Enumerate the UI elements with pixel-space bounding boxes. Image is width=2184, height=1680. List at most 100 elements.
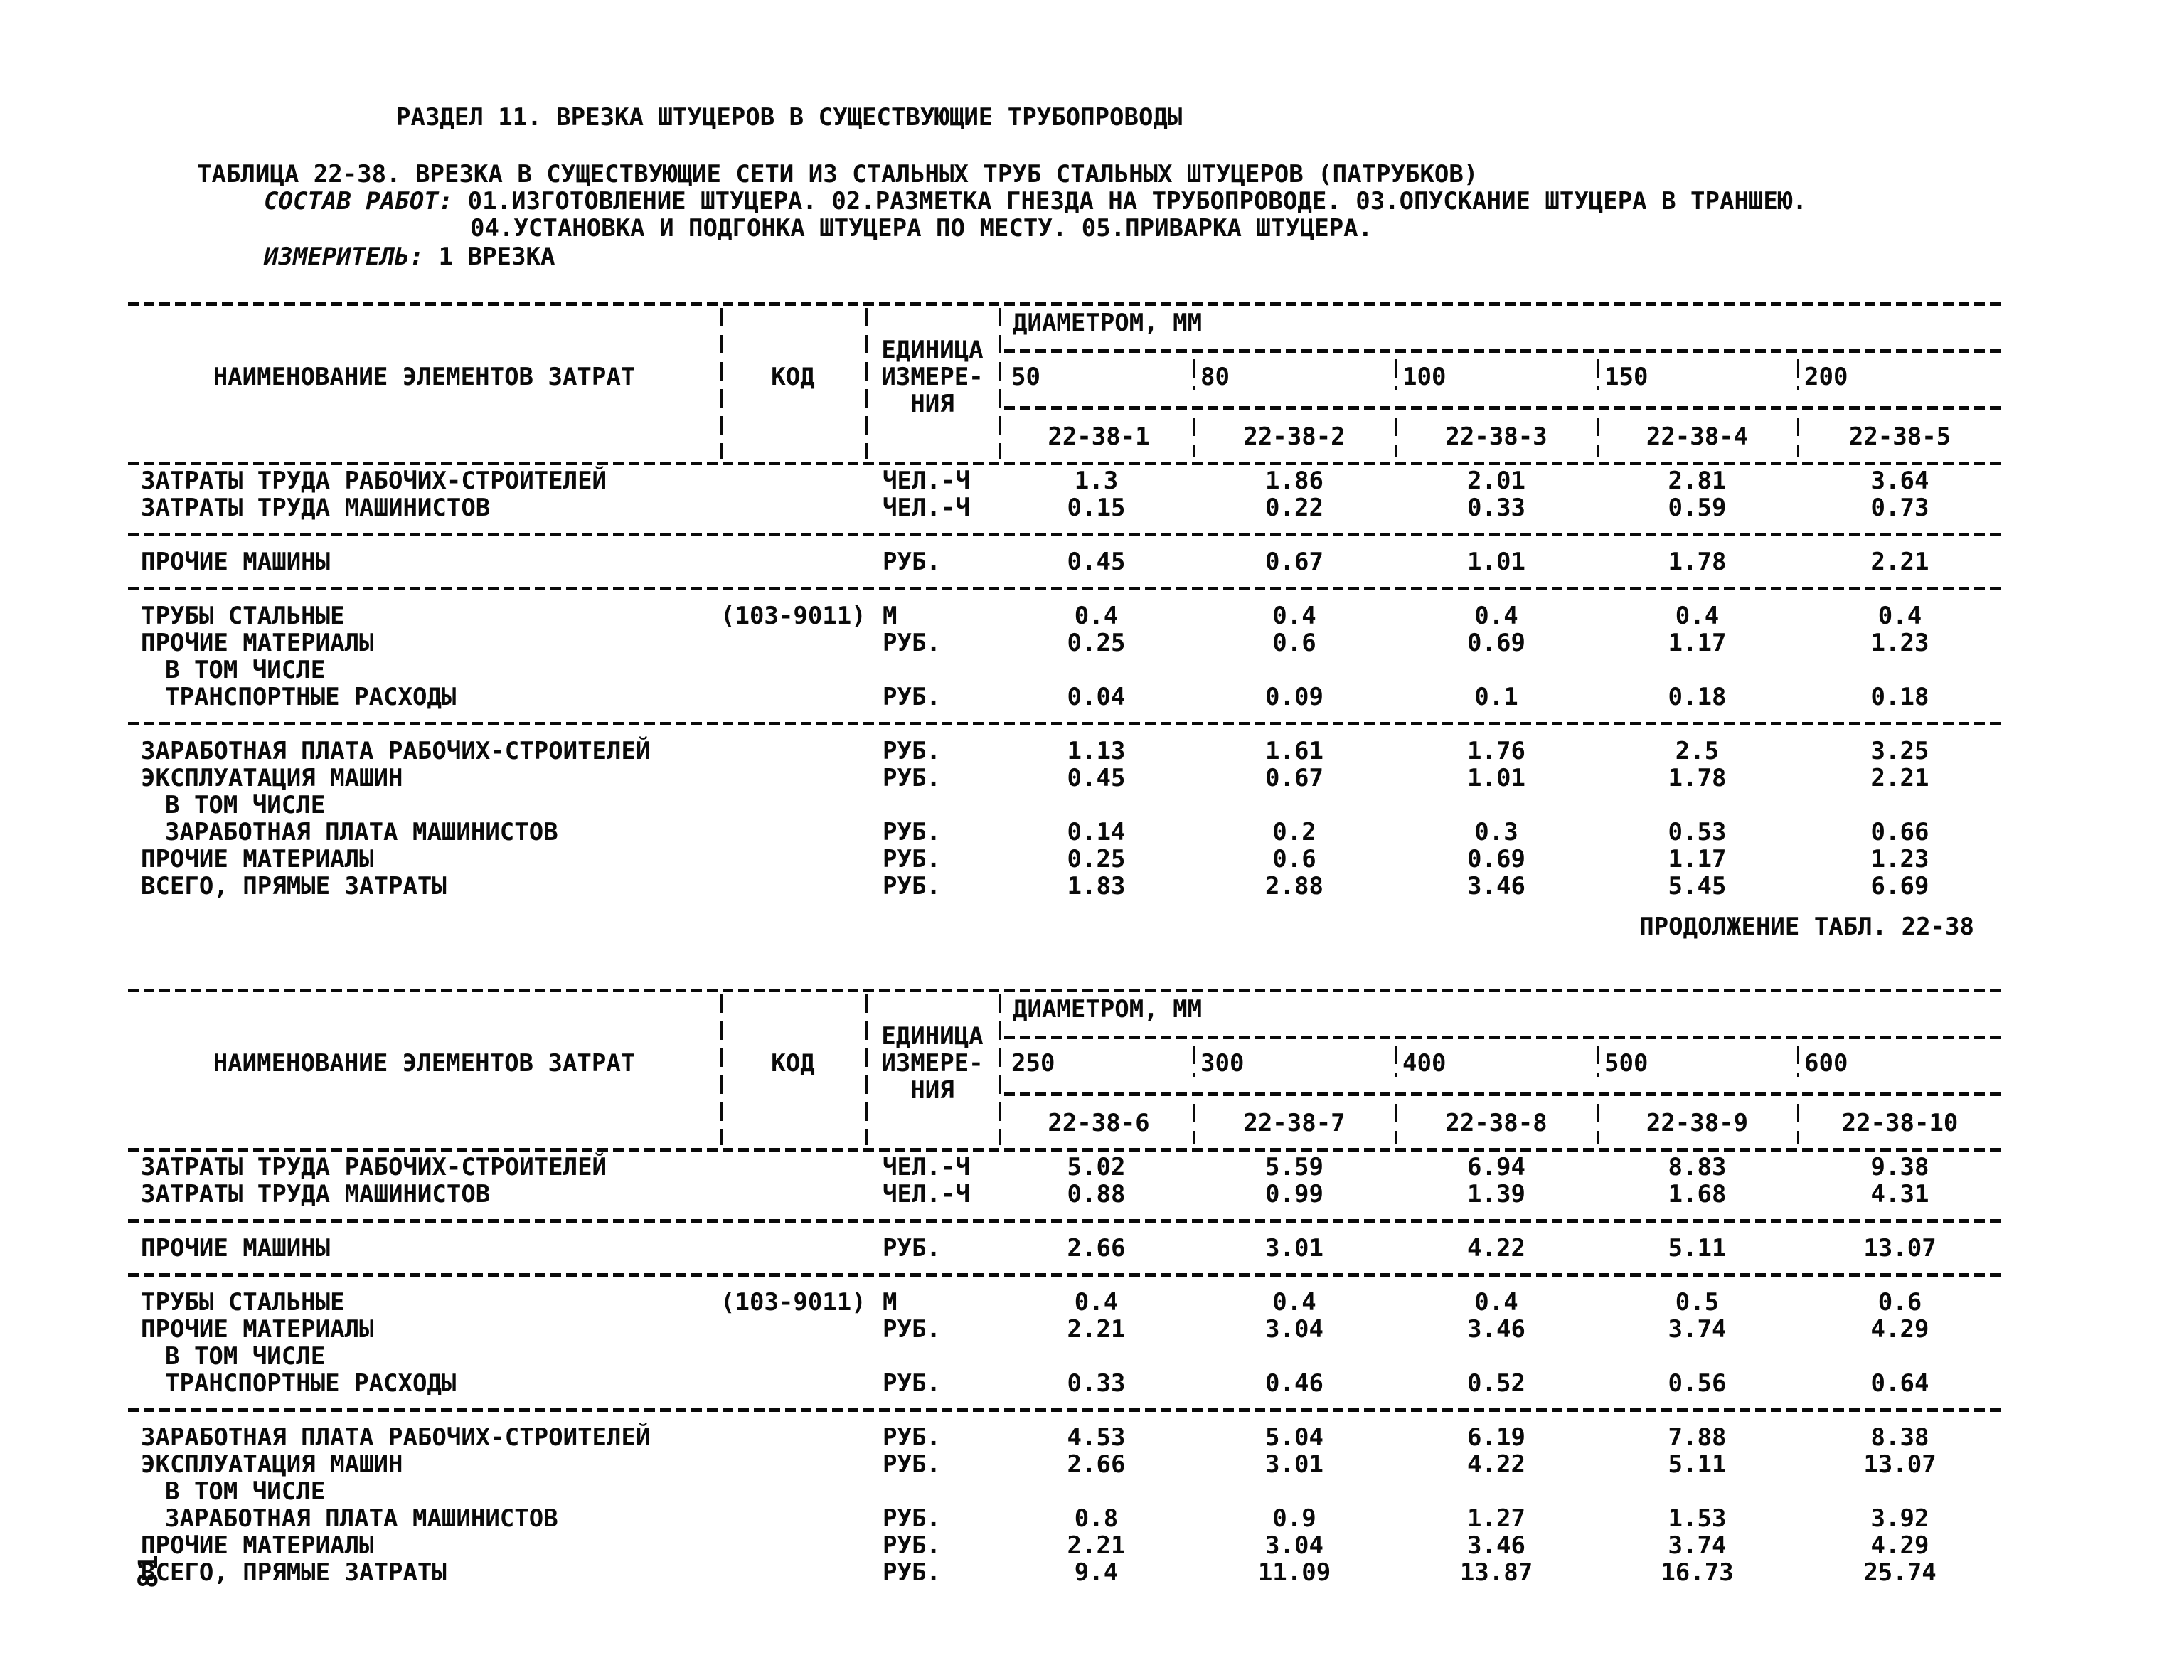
row-value: 3.46 xyxy=(1467,1531,1525,1560)
separator-row xyxy=(128,521,2003,548)
row-name: ТРУБЫ СТАЛЬНЫЕ xyxy=(141,602,345,630)
code-header: КОД xyxy=(771,1049,815,1078)
row-unit: М xyxy=(883,602,897,630)
diameter-divider xyxy=(1797,1046,1799,1077)
code-divider xyxy=(1193,1104,1195,1144)
row-value: 9.38 xyxy=(1870,1153,1929,1181)
row-value: 5.11 xyxy=(1668,1450,1727,1479)
code-divider xyxy=(1797,1104,1799,1144)
works-label: СОСТАВ РАБОТ: xyxy=(264,187,454,216)
row-unit: РУБ. xyxy=(883,818,941,846)
code-divider xyxy=(1797,418,1799,457)
row-value: 1.13 xyxy=(1067,737,1126,765)
row-code xyxy=(720,1154,865,1181)
row-value: 9.4 xyxy=(1074,1558,1119,1587)
row-value xyxy=(1597,1478,1797,1505)
rule-header-bottom xyxy=(128,1148,2003,1152)
row-value: 1.78 xyxy=(1668,764,1727,792)
row-value: 1.23 xyxy=(1870,629,1929,657)
column-divider xyxy=(865,994,868,1145)
row-value: 1.23 xyxy=(1870,845,1929,873)
row-value: 0.2 xyxy=(1272,818,1316,846)
table-22-38-part1: ДИАМЕТРОМ, ММ ЕДИНИЦА НАИМЕНОВАНИЕ ЭЛЕМЕ… xyxy=(128,302,2003,900)
row-value: 8.38 xyxy=(1870,1423,1929,1452)
row-unit: РУБ. xyxy=(883,872,941,900)
row-value: 1.01 xyxy=(1467,548,1525,576)
measure-label: ИЗМЕРИТЕЛЬ: xyxy=(264,243,425,271)
row-value: 0.99 xyxy=(1265,1180,1323,1208)
table-row: ЭКСПЛУАТАЦИЯ МАШИН РУБ. 2.66 3.01 4.22 5… xyxy=(128,1451,2003,1478)
row-value: 5.11 xyxy=(1668,1234,1727,1262)
row-value: 13.87 xyxy=(1459,1558,1533,1587)
row-value: 7.88 xyxy=(1668,1423,1727,1452)
row-code xyxy=(720,873,865,900)
diameter-divider xyxy=(1395,359,1397,390)
row-value: 0.73 xyxy=(1870,494,1929,522)
row-value: 6.69 xyxy=(1870,872,1929,900)
row-value: 0.69 xyxy=(1467,629,1525,657)
row-value: 2.21 xyxy=(1067,1531,1126,1560)
row-value: 0.33 xyxy=(1067,1369,1126,1398)
row-unit: РУБ. xyxy=(883,548,941,576)
table-header: ДИАМЕТРОМ, ММ ЕДИНИЦА НАИМЕНОВАНИЕ ЭЛЕМЕ… xyxy=(128,302,2003,467)
diameter-header: ДИАМЕТРОМ, ММ xyxy=(1013,309,1203,337)
norm-code: 22-38-3 xyxy=(1445,422,1548,451)
row-value: 1.39 xyxy=(1467,1180,1525,1208)
table-row: ПРОЧИЕ МАТЕРИАЛЫ РУБ. 2.21 3.04 3.46 3.7… xyxy=(128,1532,2003,1559)
unit-header-line2: ИЗМЕРЕ- xyxy=(881,1049,984,1078)
diameter-value: 200 xyxy=(1804,363,1848,391)
diameter-value: 100 xyxy=(1402,363,1447,391)
rule-header-bottom xyxy=(128,462,2003,465)
row-unit: ЧЕЛ.-Ч xyxy=(883,1180,970,1208)
table-row: ТРАНСПОРТНЫЕ РАСХОДЫ РУБ. 0.33 0.46 0.52… xyxy=(128,1370,2003,1397)
row-code xyxy=(720,684,865,711)
row-name: В ТОМ ЧИСЛЕ xyxy=(165,1342,326,1371)
row-value: 1.17 xyxy=(1668,845,1727,873)
diameter-value: 250 xyxy=(1011,1049,1055,1078)
row-name: В ТОМ ЧИСЛЕ xyxy=(165,1477,326,1506)
diameter-header: ДИАМЕТРОМ, ММ xyxy=(1013,995,1203,1024)
row-value: 3.46 xyxy=(1467,872,1525,900)
row-name: ВСЕГО, ПРЯМЫЕ ЗАТРАТЫ xyxy=(141,872,447,900)
norm-code: 22-38-5 xyxy=(1848,422,1951,451)
rule xyxy=(128,1219,2003,1223)
row-code xyxy=(720,1505,865,1532)
row-value: 0.18 xyxy=(1870,683,1929,711)
column-divider xyxy=(999,994,1001,1145)
rule xyxy=(128,1273,2003,1277)
row-value: 0.66 xyxy=(1870,818,1929,846)
row-value: 1.17 xyxy=(1668,629,1727,657)
diameter-divider xyxy=(1797,359,1799,390)
row-value: 3.04 xyxy=(1265,1531,1323,1560)
row-value: 4.31 xyxy=(1870,1180,1929,1208)
norm-code: 22-38-4 xyxy=(1646,422,1749,451)
row-unit: РУБ. xyxy=(883,1234,941,1262)
row-unit: РУБ. xyxy=(883,764,941,792)
row-value xyxy=(1193,656,1395,684)
row-value: 0.3 xyxy=(1474,818,1518,846)
row-value: 0.4 xyxy=(1877,602,1922,630)
column-divider xyxy=(720,308,723,459)
row-value: 1.78 xyxy=(1668,548,1727,576)
rule-diameter xyxy=(1004,349,2003,353)
diameter-divider xyxy=(1597,359,1599,390)
measure-value: 1 ВРЕЗКА xyxy=(438,243,555,271)
row-unit: РУБ. xyxy=(883,1450,941,1479)
separator-row xyxy=(128,1397,2003,1424)
row-code xyxy=(720,738,865,765)
table-row: В ТОМ ЧИСЛЕ xyxy=(128,1478,2003,1505)
row-value xyxy=(999,656,1193,684)
row-value xyxy=(1395,1343,1597,1370)
diameter-value: 600 xyxy=(1804,1049,1848,1078)
row-unit xyxy=(865,656,999,684)
row-value: 0.18 xyxy=(1668,683,1727,711)
row-value: 3.74 xyxy=(1668,1531,1727,1560)
norm-code: 22-38-8 xyxy=(1445,1109,1548,1137)
row-value: 0.56 xyxy=(1668,1369,1727,1398)
row-value: 16.73 xyxy=(1661,1558,1734,1587)
row-value: 1.53 xyxy=(1668,1504,1727,1533)
row-name: ПРОЧИЕ МАТЕРИАЛЫ xyxy=(141,845,374,873)
rule xyxy=(128,587,2003,590)
rule xyxy=(128,533,2003,536)
rule-diameter xyxy=(1004,1092,2003,1096)
